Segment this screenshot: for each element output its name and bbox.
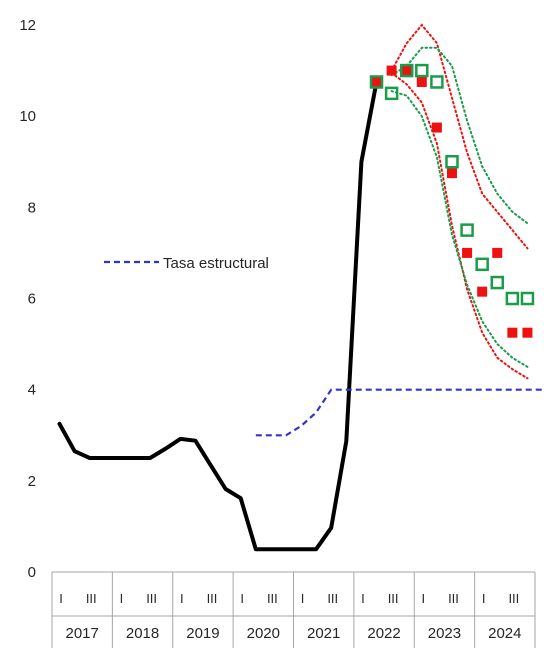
red-forecast-point	[507, 327, 518, 338]
green-forecast-point	[460, 223, 474, 237]
quarter-label: I	[240, 591, 244, 606]
green-forecast-point	[369, 75, 384, 89]
quarter-label: III	[146, 591, 157, 606]
y-tick-label: 8	[28, 199, 36, 216]
red-forecast-point	[477, 286, 488, 297]
red-forecast-point	[416, 76, 427, 87]
red-forecast-point	[386, 65, 397, 76]
y-tick-label: 6	[28, 291, 36, 308]
quarter-label: III	[508, 591, 519, 606]
green_series-dotted-band-upper	[390, 46, 529, 225]
year-label: 2024	[488, 625, 521, 642]
green-forecast-point	[384, 86, 399, 101]
green-forecast-point	[445, 155, 459, 169]
quarter-label: III	[86, 591, 97, 606]
green-forecast-point	[490, 275, 505, 290]
red-forecast-point	[431, 122, 442, 133]
legend: Tasa estructural	[104, 255, 269, 272]
year-label: 2021	[307, 625, 340, 642]
y-tick-label: 4	[28, 382, 36, 399]
green-forecast-point	[520, 291, 535, 306]
legend-label: Tasa estructural	[163, 255, 269, 272]
quarter-label: I	[120, 591, 124, 606]
quarter-label: I	[361, 591, 365, 606]
red-forecast-point	[371, 76, 382, 87]
green-forecast-point	[505, 291, 520, 306]
quarter-label: III	[327, 591, 338, 606]
red-forecast-point	[401, 65, 412, 76]
policy-rate-line	[57, 80, 379, 552]
year-label: 2017	[66, 625, 99, 642]
red_series-dotted-band-lower	[390, 71, 529, 380]
quarter-label: III	[448, 591, 459, 606]
red-forecast-point	[462, 247, 473, 258]
y-tick-label: 2	[28, 473, 36, 490]
quarter-label: I	[180, 591, 184, 606]
structural-rate-line	[255, 388, 543, 437]
red_series-dotted-band-upper	[390, 23, 529, 250]
y-tick-label: 10	[19, 108, 36, 125]
year-label: 2019	[186, 625, 219, 642]
year-label: 2022	[367, 625, 400, 642]
year-label: 2023	[428, 625, 461, 642]
forecast-bands	[390, 23, 529, 380]
quarter-label: III	[388, 591, 399, 606]
series-markers	[369, 63, 535, 338]
quarter-label: III	[207, 591, 218, 606]
green-forecast-point	[415, 63, 429, 78]
green-forecast-point	[430, 75, 444, 89]
y-tick-label: 0	[28, 564, 36, 581]
green-forecast-point	[475, 257, 489, 272]
y-tick-label: 12	[19, 17, 36, 34]
year-label: 2018	[126, 625, 159, 642]
series-lines	[57, 80, 543, 552]
quarter-label: I	[482, 591, 486, 606]
year-label: 2020	[247, 625, 280, 642]
quarter-label: I	[421, 591, 425, 606]
red-forecast-point	[492, 247, 503, 258]
quarter-label: I	[301, 591, 305, 606]
quarter-label: III	[267, 591, 278, 606]
green-forecast-point	[399, 63, 414, 78]
red-forecast-point	[522, 327, 533, 338]
red-forecast-point	[446, 168, 457, 179]
green_series-dotted-band-lower	[390, 90, 529, 368]
quarter-label: I	[59, 591, 63, 606]
